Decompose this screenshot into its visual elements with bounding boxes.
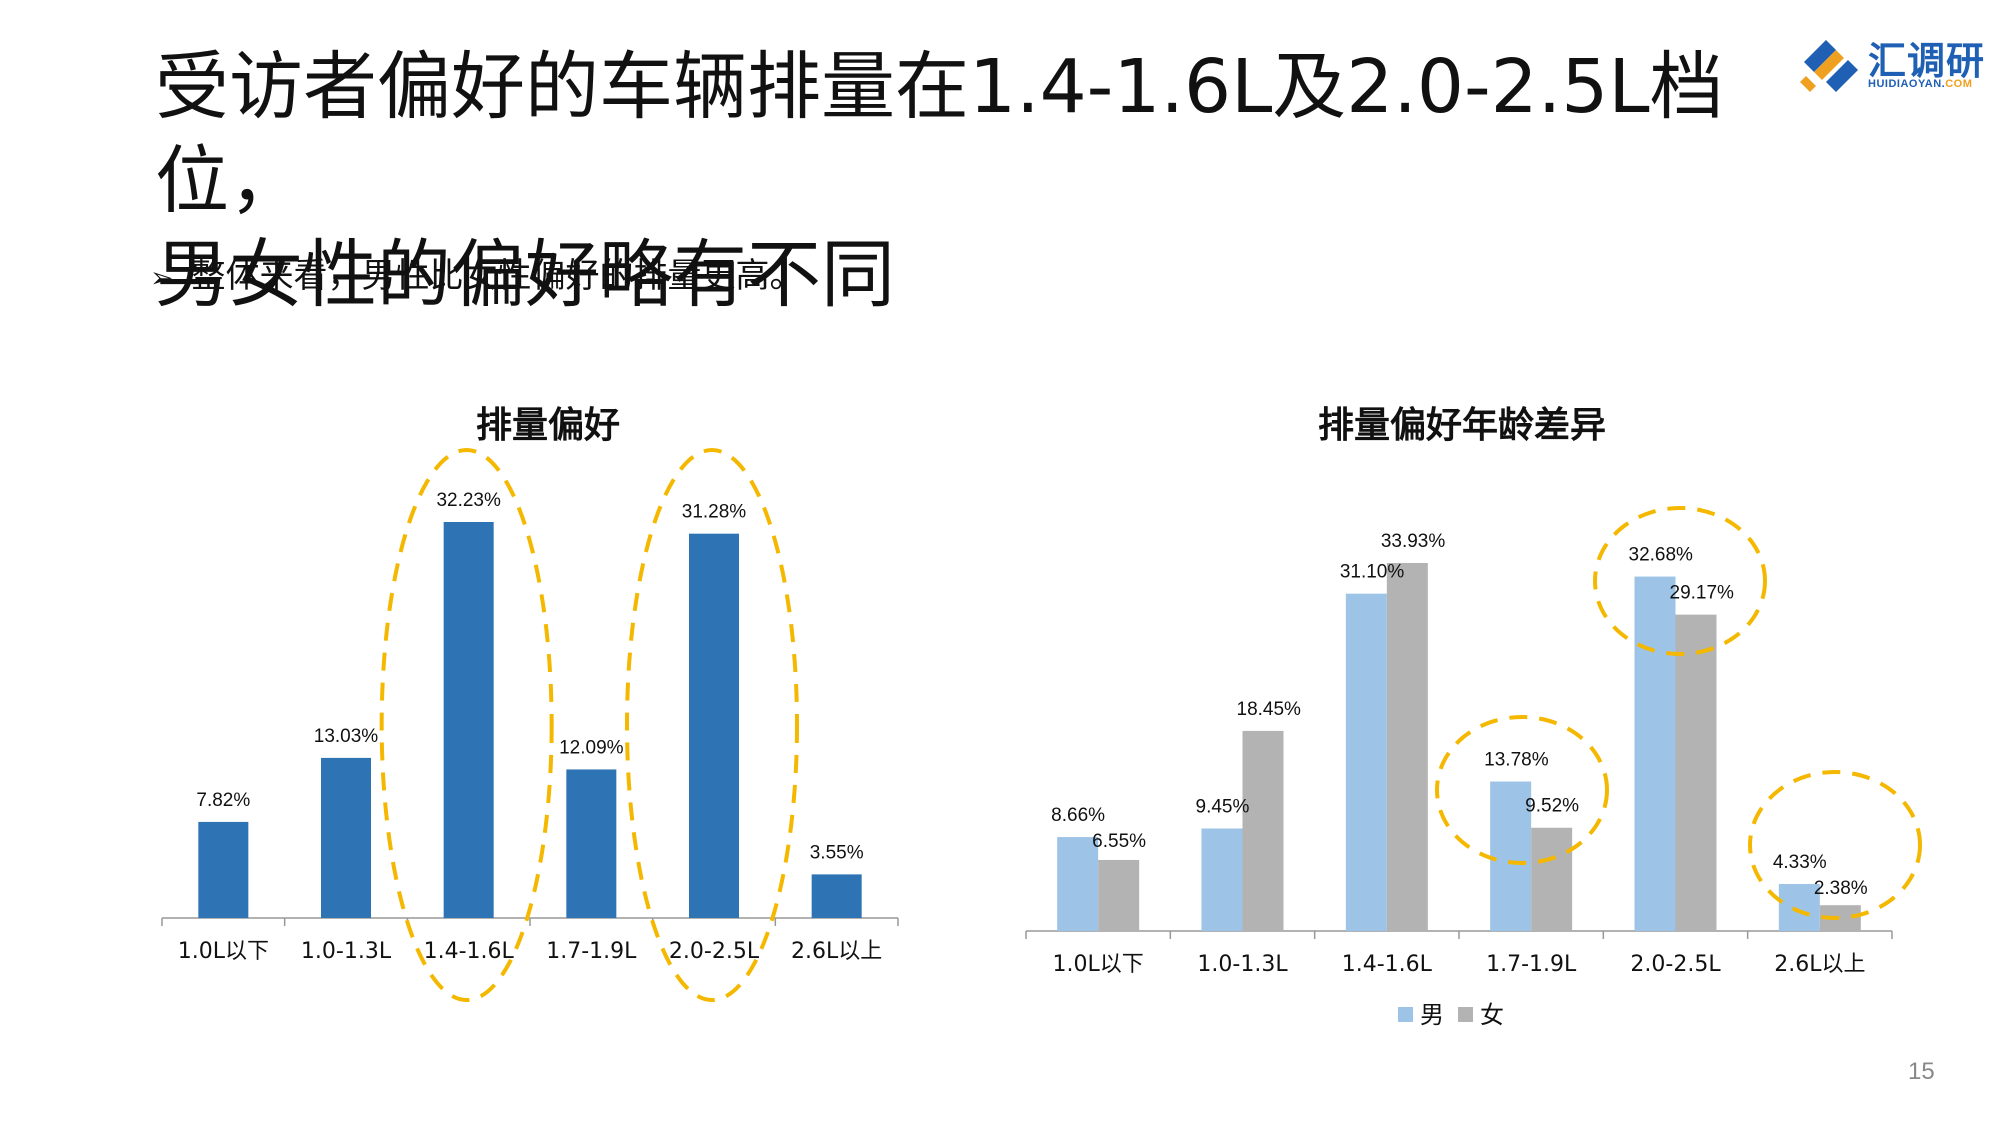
chart1-highlight-ellipse [379, 448, 554, 1002]
chart1-tick-label: 1.4-1.6L [424, 939, 515, 964]
chart2-data-label-male: 8.66% [1051, 805, 1105, 826]
page-number: 15 [1908, 1058, 1935, 1085]
chart1-data-label: 7.82% [196, 790, 250, 811]
chart2-data-label-female: 33.93% [1381, 531, 1446, 552]
chart2-bar-male [1634, 576, 1676, 931]
chart2-bar-male [1345, 593, 1387, 931]
chart2-tick-label: 1.4-1.6L [1342, 952, 1433, 977]
chart2-data-label-female: 18.45% [1237, 699, 1302, 720]
chart2-data-label-female: 6.55% [1092, 831, 1146, 852]
chart1-bar-1.7-1.9L [566, 769, 617, 918]
chart2-highlight-ellipse [1748, 770, 1922, 920]
chart2-bar-female [1098, 859, 1140, 931]
chart2-tick-label: 1.0-1.3L [1197, 952, 1288, 977]
logo-domain: HUIDIAOYAN.COM [1868, 78, 1972, 90]
logo-text: 汇调研 [1868, 39, 1986, 83]
chart2-bar-female [1675, 614, 1717, 931]
chart1-highlight-ellipse [625, 448, 799, 1002]
bullet-arrow-icon: ➢ [150, 261, 174, 294]
chart1-bar-1.0L [198, 821, 249, 918]
logo-mark-icon [1800, 40, 1858, 92]
chart2-bar-female [1531, 827, 1573, 931]
chart2-bar-male [1490, 781, 1532, 931]
bullet-text: 整体来看，男性比女性偏好的排量更高。 [191, 256, 804, 296]
chart2-highlight-ellipse [1593, 506, 1767, 656]
chart1-title: 排量偏好 [476, 405, 620, 446]
chart2-data-label-female: 29.17% [1670, 583, 1735, 604]
chart2-bar-male [1778, 884, 1820, 931]
chart1-tick-label: 1.7-1.9L [546, 939, 637, 964]
chart2-bar-male [1201, 828, 1243, 931]
chart1-tick-label: 1.0-1.3L [301, 939, 392, 964]
chart2-data-label-male: 13.78% [1484, 750, 1549, 771]
chart2-data-label-male: 32.68% [1629, 545, 1694, 566]
chart-displacement-gender-difference: 排量偏好年龄差异 8.66% 6.55% 1.0L以下 9.45% 18.45% 1.0-… [1025, 405, 1922, 1029]
chart1-tick-label: 2.0-2.5L [669, 939, 760, 964]
chart2-bar-female [1386, 563, 1428, 931]
chart2-data-label-male: 4.33% [1773, 852, 1827, 873]
chart2-data-label-male: 31.10% [1340, 562, 1405, 583]
chart2-tick-label: 1.7-1.9L [1486, 952, 1577, 977]
chart2-bar-female [1242, 730, 1284, 931]
chart2-title: 排量偏好年龄差异 [1318, 405, 1606, 446]
chart1-data-label: 12.09% [559, 737, 624, 758]
chart-displacement-preference: 排量偏好 7.82% 1.0L以下 13.03% 1.0-1.3L 32.23% 1.4-… [161, 405, 899, 1002]
slide-title-line1: 受访者偏好的车辆排量在1.4-1.6L及2.0-2.5L档位， [155, 44, 1724, 224]
chart2-data-label-female: 9.52% [1525, 796, 1579, 817]
chart2-tick-label: 2.0-2.5L [1630, 952, 1721, 977]
slide-title: 受访者偏好的车辆排量在1.4-1.6L及2.0-2.5L档位， 男女性的偏好略有… [155, 40, 1755, 322]
chart1-bar-1.4-1.6L [443, 522, 494, 918]
chart2-bar-male [1057, 837, 1099, 931]
chart1-data-label: 3.55% [810, 842, 864, 863]
chart1-tick-label: 2.6L以上 [791, 939, 882, 964]
chart1-bar-1.0-1.3L [321, 757, 371, 918]
logo-domain-main: HUIDIAOYAN. [1868, 78, 1946, 90]
chart1-tick-label: 1.0L以下 [178, 939, 269, 964]
chart2-data-label-male: 9.45% [1196, 797, 1250, 818]
chart2-legend-swatch-male [1398, 1007, 1413, 1022]
slide-title-line2: 男女性的偏好略有不同 [155, 232, 895, 318]
chart2-legend-label-male: 男 [1420, 1001, 1444, 1029]
chart2-legend-label-female: 女 [1480, 1001, 1504, 1029]
bullet-point: ➢ 整体来看，男性比女性偏好的排量更高。 [150, 248, 803, 297]
chart1-bar-2.0-2.5L [689, 533, 739, 918]
logo-domain-suffix: COM [1945, 78, 1973, 90]
chart2-highlight-ellipse [1435, 715, 1609, 865]
chart2-tick-label: 1.0L以下 [1053, 952, 1144, 977]
chart1-bar-2.6L [811, 874, 862, 918]
company-logo: 汇调研 HUIDIAOYAN.COM [1796, 30, 1986, 100]
chart1-data-label: 32.23% [436, 490, 501, 511]
chart2-data-label-female: 2.38% [1814, 878, 1868, 899]
chart1-data-label: 13.03% [314, 726, 379, 747]
chart2-legend-swatch-female [1458, 1007, 1473, 1022]
chart2-tick-label: 2.6L以上 [1774, 952, 1865, 977]
chart1-data-label: 31.28% [682, 502, 747, 523]
